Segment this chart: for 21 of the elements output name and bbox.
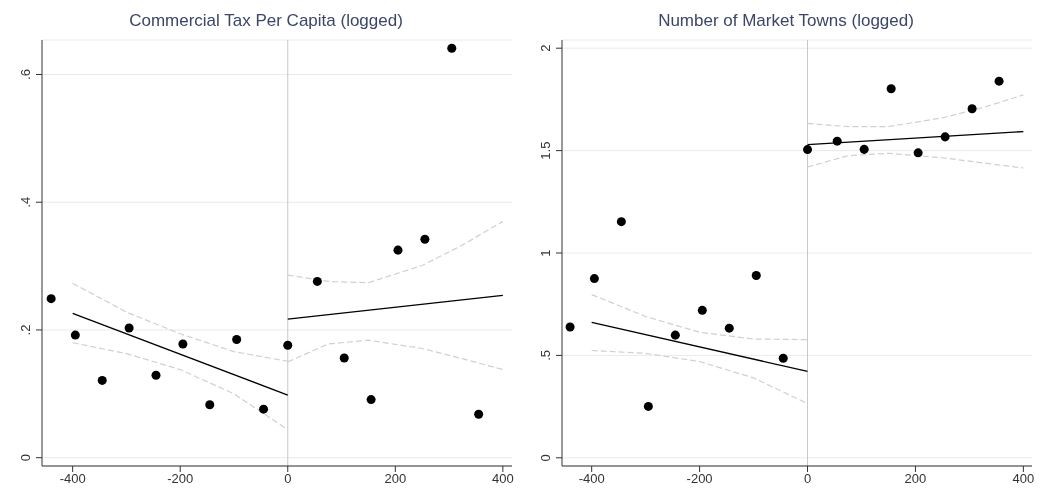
x-tick-label: 400 (492, 471, 514, 487)
y-tick-label: 1 (538, 249, 553, 257)
y-tick-label: 2 (538, 44, 553, 52)
x-tick-label: 200 (384, 471, 407, 487)
y-tick-label: 0 (18, 454, 33, 462)
y-tick-label: .4 (18, 196, 33, 208)
y-tick-label: .2 (18, 324, 33, 336)
x-tick-label: 0 (284, 471, 292, 487)
y-tick-label: .5 (538, 349, 553, 361)
chart-title: Commercial Tax Per Capita (logged) (128, 10, 404, 32)
y-tick-label: 1.5 (538, 141, 553, 160)
x-tick-label: -400 (59, 471, 86, 487)
x-tick-label: 200 (904, 471, 927, 487)
x-tick-label: 0 (803, 471, 812, 487)
x-tick-label: 400 (1012, 471, 1035, 487)
chart-title: Number of Market Towns (logged) (657, 10, 915, 32)
x-tick-label: -200 (686, 471, 713, 487)
y-tick-label: .6 (18, 69, 33, 80)
y-tick-label: 0 (538, 454, 553, 462)
x-tick-label: -200 (167, 471, 194, 487)
x-tick-label: -400 (578, 471, 605, 487)
